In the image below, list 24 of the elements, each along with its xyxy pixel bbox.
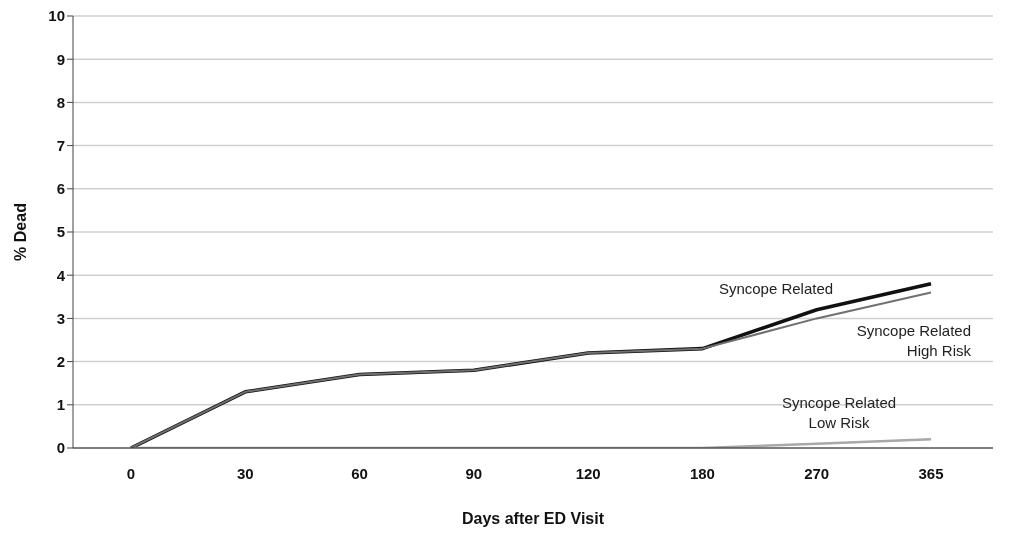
y-tick-label: 3 <box>56 309 65 327</box>
x-tick-label: 30 <box>236 464 254 482</box>
y-tick-label: 4 <box>56 266 66 284</box>
series-label: Syncope Related Low Risk <box>781 394 897 432</box>
x-tick-label: 180 <box>689 464 715 482</box>
series-label: Syncope Related <box>718 279 834 297</box>
y-tick-label: 2 <box>56 352 65 370</box>
x-axis-title: Days after ED Visit <box>462 510 605 527</box>
x-tick-label: 270 <box>804 464 830 482</box>
series-label: Syncope Related High Risk <box>856 322 972 360</box>
y-tick-label: 7 <box>56 136 65 154</box>
y-axis-title: % Dead <box>11 203 29 261</box>
y-tick-label: 6 <box>56 180 65 198</box>
y-tick-label: 1 <box>56 396 65 414</box>
x-tick-label: 365 <box>918 464 944 482</box>
x-tick-label: 120 <box>575 464 601 482</box>
x-tick-label: 90 <box>465 464 483 482</box>
y-tick-label: 10 <box>48 7 65 25</box>
x-tick-label: 60 <box>351 464 368 482</box>
x-tick-label: 0 <box>126 464 136 482</box>
y-tick-label: 9 <box>56 50 65 68</box>
y-tick-label: 8 <box>56 93 65 111</box>
y-tick-label: 0 <box>56 439 65 457</box>
y-tick-label: 5 <box>56 223 65 241</box>
